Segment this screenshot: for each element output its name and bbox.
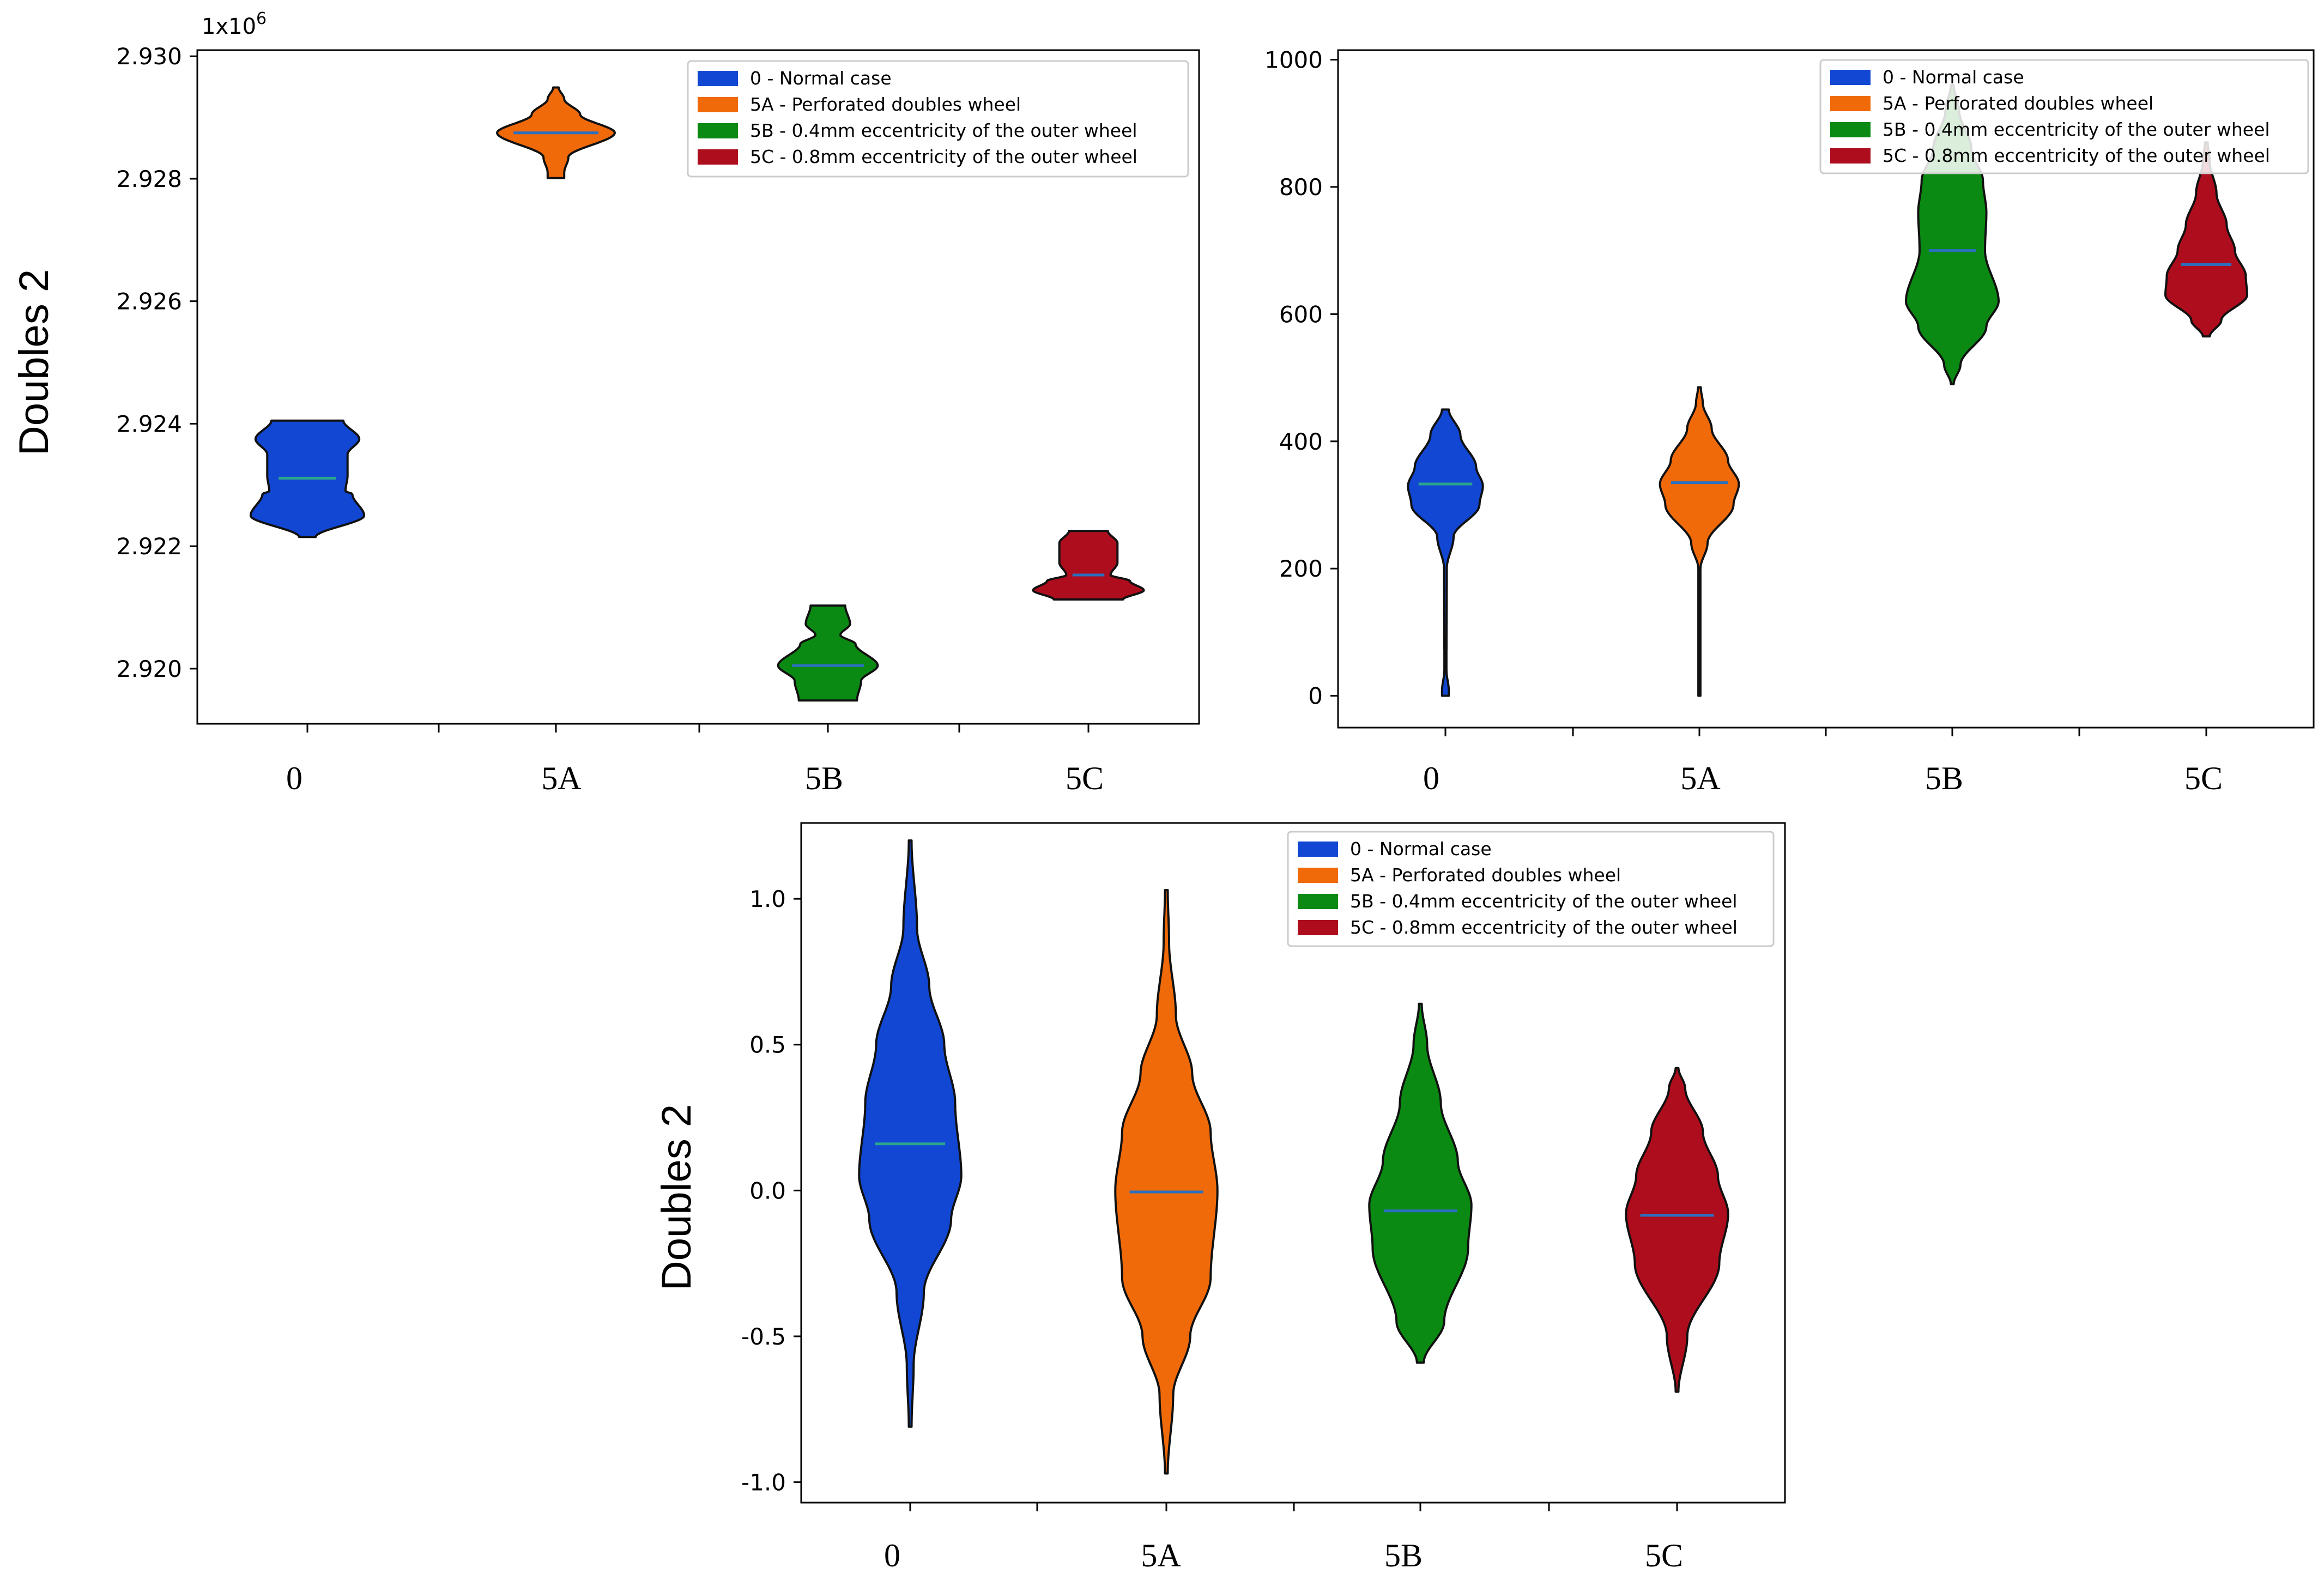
violin-5a xyxy=(1659,386,1740,697)
legend-swatch xyxy=(1298,920,1338,935)
y-tick-label: 2.926 xyxy=(117,288,182,315)
legend: 0 - Normal case 5A - Perforated doubles w… xyxy=(687,60,1189,178)
legend-label: 5A - Perforated doubles wheel xyxy=(750,94,1021,115)
y-tick-group: 2.930 2.928 2.926 2.924 2.922 2.920 xyxy=(117,43,197,682)
y-tick-group: 1.0 0.5 0.0 -0.5 -1.0 xyxy=(741,886,801,1496)
legend-swatch xyxy=(1830,96,1871,111)
x-tick-group: 0 5A 5B 5C xyxy=(884,1503,1683,1573)
plot-frame xyxy=(196,49,1200,725)
legend: 0 - Normal case 5A - Perforated doubles w… xyxy=(1287,831,1775,947)
y-tick-label: 800 xyxy=(1279,174,1323,201)
chart-top-right: 0 200 400 600 800 1000 0 5A 5B 5C 0 - Normal cas… xyxy=(1264,47,2315,796)
legend-swatch xyxy=(1298,868,1338,883)
x-category-label: 0 xyxy=(1423,760,1439,796)
x-category-label: 5C xyxy=(2184,760,2223,796)
violin-5c xyxy=(1625,1067,1729,1393)
violin-5b xyxy=(1368,1002,1473,1364)
x-category-label: 0 xyxy=(286,760,302,796)
y-tick-group: 0 200 400 600 800 1000 xyxy=(1264,47,1338,710)
legend-label: 5B - 0.4mm eccentricity of the outer whe… xyxy=(1883,119,2270,140)
y-tick-label: 2.928 xyxy=(117,166,182,192)
violin-0 xyxy=(1407,408,1484,697)
x-category-label: 5A xyxy=(1141,1537,1181,1573)
y-tick-label: 2.922 xyxy=(117,533,182,560)
legend-label: 0 - Normal case xyxy=(1350,838,1492,859)
legend-label: 5C - 0.8mm eccentricity of the outer whe… xyxy=(1883,145,2270,166)
x-category-label: 5B xyxy=(1384,1537,1423,1573)
legend-label: 0 - Normal case xyxy=(1883,66,2024,88)
legend-label: 5A - Perforated doubles wheel xyxy=(1883,93,2153,114)
y-tick-label: -1.0 xyxy=(741,1469,786,1496)
y-axis-label-bottom: Doubles 2 xyxy=(653,1104,700,1291)
x-tick-group: 0 5A 5B 5C xyxy=(1423,728,2223,796)
y-tick-label: 0.0 xyxy=(749,1177,786,1204)
chart-top-left: 2.930 2.928 2.926 2.924 2.922 2.920 0 5A 5B 5C 1… xyxy=(117,9,1200,796)
legend-swatch xyxy=(1298,842,1338,857)
x-tick-group: 0 5A 5B 5C xyxy=(286,724,1104,796)
legend-label: 5C - 0.8mm eccentricity of the outer whe… xyxy=(1350,917,1738,938)
violin-5c xyxy=(1032,530,1145,601)
y-axis-label-left: Doubles 2 xyxy=(11,269,57,456)
legend-swatch xyxy=(1298,894,1338,909)
legend-box xyxy=(1287,831,1775,947)
legend-swatch xyxy=(1830,122,1871,137)
y-tick-label: -0.5 xyxy=(741,1323,786,1350)
x-category-label: 5C xyxy=(1645,1537,1683,1573)
y-tick-label: 2.930 xyxy=(117,43,182,70)
legend-swatch xyxy=(698,71,738,86)
legend-swatch xyxy=(698,123,738,138)
x-category-label: 5B xyxy=(1925,760,1963,796)
y-tick-label: 2.920 xyxy=(117,656,182,682)
legend-label: 0 - Normal case xyxy=(750,68,892,89)
legend-swatch xyxy=(698,97,738,112)
x-category-label: 5B xyxy=(805,760,843,796)
legend: 0 - Normal case 5A - Perforated doubles w… xyxy=(1819,59,2309,174)
y-tick-label: 600 xyxy=(1279,301,1323,328)
x-category-label: 0 xyxy=(884,1537,900,1573)
legend-swatch xyxy=(1830,70,1871,85)
y-tick-label: 200 xyxy=(1279,555,1323,582)
y-tick-label: 2.924 xyxy=(117,410,182,437)
y-tick-label: 0.5 xyxy=(749,1032,786,1058)
legend-swatch xyxy=(1830,148,1871,164)
violin-group xyxy=(249,86,1145,702)
y-tick-label: 0 xyxy=(1308,683,1323,710)
y-tick-label: 1.0 xyxy=(749,886,786,912)
violin-5b xyxy=(777,604,879,702)
chart-bottom: 1.0 0.5 0.0 -0.5 -1.0 0 5A 5B 5C 0 - Normal cas… xyxy=(741,822,1786,1573)
legend-label: 5B - 0.4mm eccentricity of the outer whe… xyxy=(750,120,1137,141)
legend-box xyxy=(687,60,1189,178)
violin-0 xyxy=(858,839,963,1428)
y-tick-label: 1000 xyxy=(1264,47,1323,74)
violin-5a xyxy=(1114,889,1219,1475)
legend-label: 5A - Perforated doubles wheel xyxy=(1350,864,1621,886)
x-category-label: 5A xyxy=(1680,760,1720,796)
x-category-label: 5C xyxy=(1066,760,1104,796)
legend-swatch xyxy=(698,149,738,165)
violin-group xyxy=(1407,84,2248,697)
y-tick-label: 400 xyxy=(1279,428,1323,455)
legend-label: 5B - 0.4mm eccentricity of the outer whe… xyxy=(1350,891,1738,912)
x-category-label: 5A xyxy=(541,760,581,796)
legend-label: 5C - 0.8mm eccentricity of the outer whe… xyxy=(750,146,1137,167)
legend-box xyxy=(1819,59,2309,174)
y-multiplier: 1x106 xyxy=(202,9,267,39)
violin-group xyxy=(858,839,1729,1475)
